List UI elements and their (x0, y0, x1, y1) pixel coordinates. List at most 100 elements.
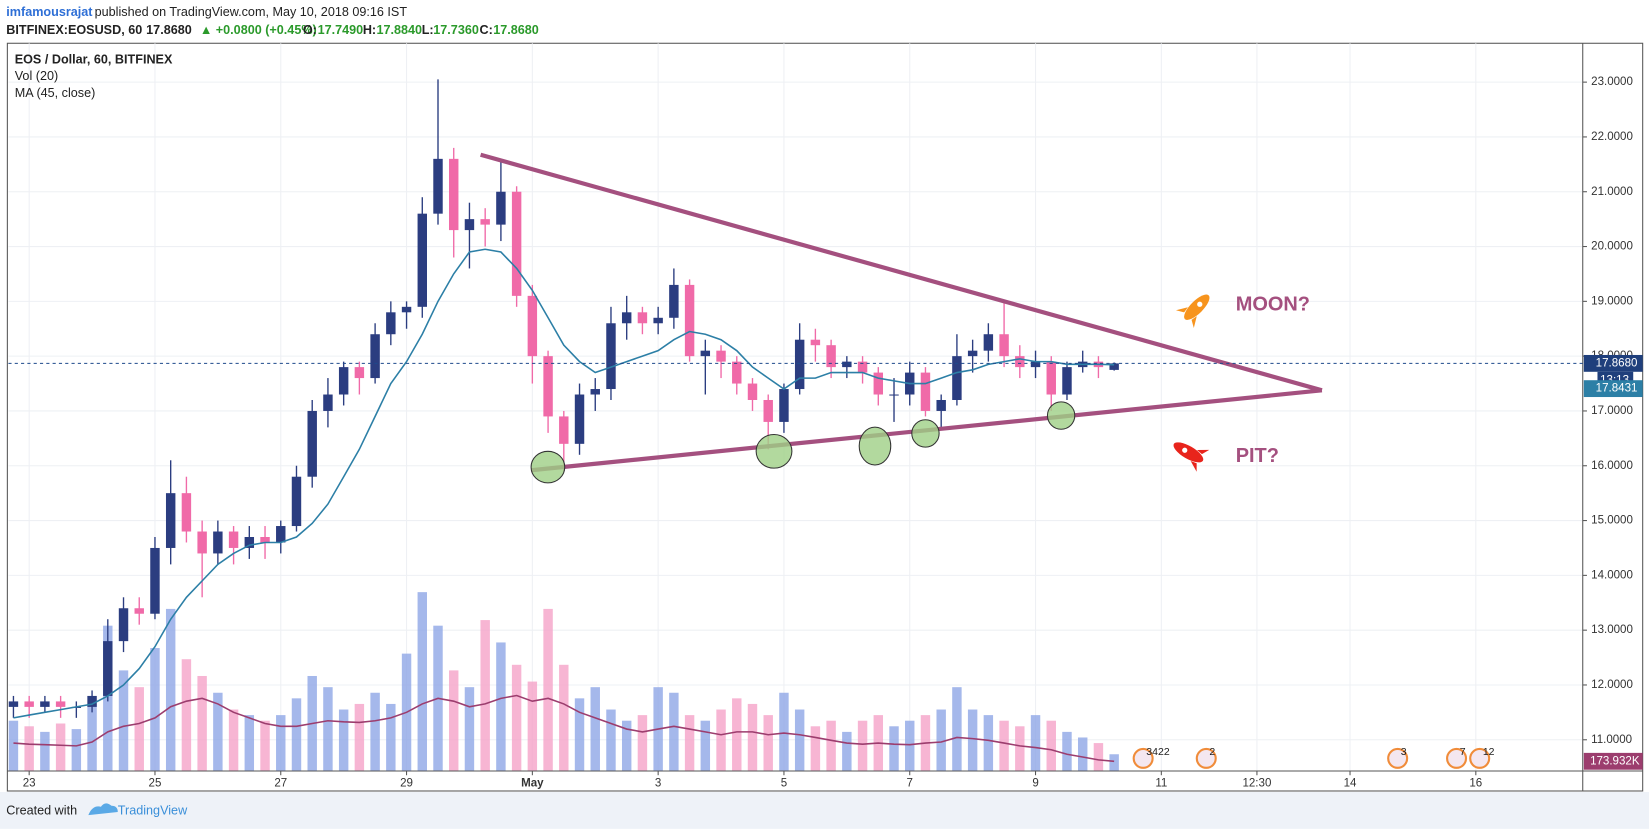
y-tick-label: 11.0000 (1591, 734, 1632, 746)
candle-body (983, 334, 994, 351)
volume-bar (511, 664, 522, 772)
x-tick-label: 23 (23, 778, 36, 790)
volume-bar (1046, 720, 1056, 772)
candle-body (936, 399, 946, 411)
candle-body (118, 608, 129, 642)
candle-body (826, 345, 836, 368)
rocket-down-icon (1173, 442, 1210, 472)
low-value: 17.7360 (433, 23, 479, 37)
y-tick-label: 13.0000 (1591, 624, 1633, 636)
volume-bar (1077, 737, 1088, 772)
volume-bar (1015, 726, 1025, 772)
volume-bar (543, 608, 553, 772)
resistance-line (480, 152, 1323, 393)
volume-bar (669, 692, 679, 772)
volume-bar (810, 726, 821, 772)
volume-bar (354, 703, 365, 772)
candle-body (307, 410, 317, 477)
candle-body (40, 701, 50, 707)
volume-bar (181, 659, 192, 772)
candle-body (165, 493, 176, 548)
volume-bar (260, 720, 270, 772)
candle-body (794, 339, 805, 390)
candle-body (732, 361, 742, 384)
volume-bar (464, 687, 475, 772)
candle-body (873, 372, 884, 395)
candle-body (1030, 361, 1041, 368)
volume-bar (276, 715, 286, 772)
volume-bar (338, 709, 349, 772)
event-icon (1469, 747, 1491, 769)
y-tick-label: 23.0000 (1591, 76, 1633, 88)
volume-bar (574, 698, 585, 772)
last-price-box (1583, 354, 1643, 372)
volume-bar (857, 720, 868, 772)
y-tick-label: 20.0000 (1591, 241, 1633, 253)
x-tick-label: 9 (1032, 778, 1038, 790)
candle-body (684, 284, 695, 357)
volume-bar (936, 709, 946, 772)
candle-body (716, 350, 726, 362)
candle-body (1046, 361, 1056, 395)
close-label: C: (480, 23, 493, 37)
volume-bar (40, 731, 50, 772)
volume-bar (747, 703, 758, 772)
candle-body (181, 493, 192, 532)
x-tick-label: 25 (149, 778, 162, 790)
candle-body (574, 394, 585, 444)
candle-body (669, 284, 679, 318)
candle-body (747, 383, 758, 400)
candle-body (967, 350, 978, 357)
candle-body (606, 323, 616, 390)
event-label: 7 (1460, 746, 1466, 758)
event-icon (1132, 747, 1154, 769)
candle-body (653, 317, 663, 324)
candle-body (87, 695, 97, 707)
indicator-label: Vol (20) (15, 69, 58, 83)
candle-body (952, 356, 962, 400)
candle-body (449, 158, 459, 231)
candle-body (24, 701, 34, 707)
volume-bar (983, 715, 994, 772)
volume-bar (24, 726, 34, 772)
candle-body (55, 701, 66, 707)
open-label: O: (303, 23, 317, 37)
chart-frame (6, 42, 1644, 792)
y-tick-label: 16.0000 (1591, 460, 1633, 472)
volume-bar (323, 687, 333, 772)
x-tick-label: 7 (907, 778, 913, 790)
x-tick-label: 5 (781, 778, 787, 790)
rocket-up-icon (1175, 294, 1210, 329)
candle-body (417, 213, 427, 307)
y-tick-label: 15.0000 (1591, 515, 1633, 527)
candle-body (1109, 363, 1119, 370)
footer-bar (0, 792, 1649, 829)
volume-bar (244, 715, 255, 772)
candle-body (244, 537, 255, 548)
candle-body (700, 350, 711, 357)
volume-bar (118, 670, 129, 772)
x-tick-label: 3 (655, 778, 661, 790)
volume-ma-label: 173.932K (1590, 755, 1640, 767)
event-label: 12 (1483, 746, 1495, 758)
candle-body (543, 356, 553, 417)
volume-bar (370, 692, 380, 772)
volume-bar (417, 592, 427, 772)
volume-bar (684, 715, 695, 772)
brand-logo[interactable] (88, 803, 118, 816)
y-tick-label: 22.0000 (1591, 131, 1633, 143)
volume-bar (732, 698, 742, 772)
footer-brand[interactable]: TradingView (118, 803, 188, 817)
volume-bar (590, 687, 600, 772)
volume-bar (606, 709, 616, 772)
candle-body (763, 399, 773, 422)
y-tick-label: 19.0000 (1591, 295, 1633, 307)
author[interactable]: imfamousrajat (6, 5, 93, 19)
ma-line (13, 248, 1115, 719)
volume-bar (496, 642, 506, 772)
volume-bar (449, 670, 459, 772)
candle-body (621, 312, 632, 324)
